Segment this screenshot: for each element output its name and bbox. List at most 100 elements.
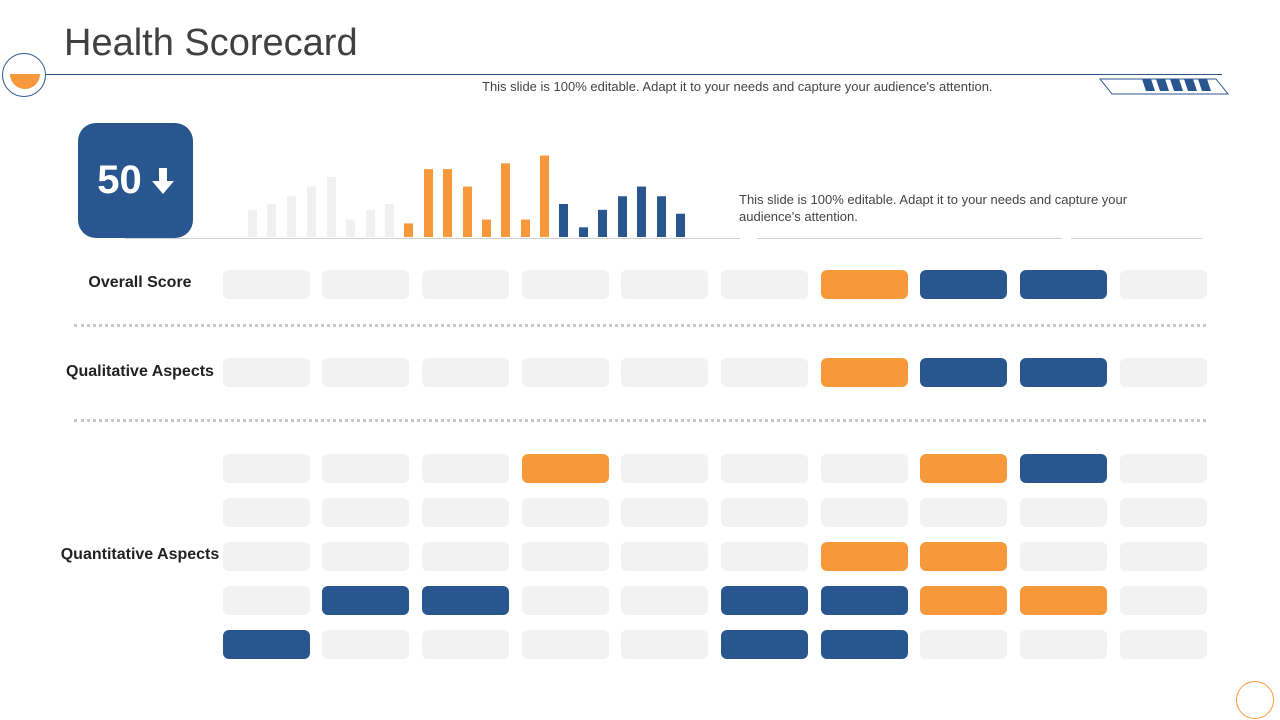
chart-bar	[540, 155, 549, 237]
chart-bar	[676, 213, 685, 237]
baseline	[125, 238, 740, 239]
arrow-down-icon	[151, 167, 174, 194]
chart-bar	[287, 196, 296, 237]
score-cell-light	[1020, 630, 1107, 659]
score-cell-orange	[920, 542, 1007, 571]
score-cell-light	[621, 270, 708, 299]
qualitative-aspects-label: Qualitative Aspects	[66, 363, 214, 380]
score-cell-light	[721, 542, 808, 571]
score-cell-light	[322, 630, 409, 659]
score-cell-blue	[920, 270, 1007, 299]
qualitative-aspects-row	[223, 358, 1208, 387]
score-cell-blue	[422, 586, 509, 615]
score-cell-light	[721, 358, 808, 387]
chart-bar	[521, 219, 530, 237]
score-cell-orange	[821, 542, 908, 571]
quantitative-aspects-row	[223, 454, 1208, 483]
chart-bar	[366, 209, 375, 237]
score-cell-light	[621, 586, 708, 615]
score-cell-blue	[1020, 270, 1107, 299]
score-cell-light	[1120, 542, 1207, 571]
score-cell-light	[821, 498, 908, 527]
score-cell-light	[223, 454, 310, 483]
score-cell-light	[721, 454, 808, 483]
score-cell-light	[621, 630, 708, 659]
chart-bar	[463, 186, 472, 237]
stripes-decoration-icon	[1098, 76, 1230, 96]
score-cell-light	[522, 630, 609, 659]
chart-bar	[559, 204, 568, 237]
score-cell-light	[322, 498, 409, 527]
score-cell-orange	[920, 586, 1007, 615]
score-cell-light	[422, 454, 509, 483]
score-cell-light	[223, 358, 310, 387]
score-cell-light	[522, 270, 609, 299]
quantitative-aspects-row	[223, 542, 1208, 571]
score-cell-light	[1120, 270, 1207, 299]
score-cell-light	[422, 358, 509, 387]
score-cell-light	[223, 542, 310, 571]
score-cell-light	[522, 586, 609, 615]
score-cell-orange	[1020, 586, 1107, 615]
chart-bar	[443, 169, 452, 237]
baseline	[1071, 238, 1202, 239]
chart-bar	[598, 209, 607, 237]
chart-bar	[385, 204, 394, 237]
chart-bar	[482, 219, 491, 237]
score-cell-light	[621, 542, 708, 571]
score-cell-blue	[721, 586, 808, 615]
score-cell-light	[223, 498, 310, 527]
score-cell-light	[1020, 542, 1107, 571]
score-cell-light	[422, 498, 509, 527]
page-title: Health Scorecard	[64, 22, 358, 64]
score-value: 50	[97, 158, 142, 202]
score-cell-blue	[821, 586, 908, 615]
score-cell-light	[422, 270, 509, 299]
chart-bar	[424, 169, 433, 237]
chart-bar	[579, 227, 588, 237]
score-cell-light	[322, 358, 409, 387]
mini-bar-chart	[248, 155, 685, 237]
score-cell-light	[1120, 358, 1207, 387]
score-cell-blue	[721, 630, 808, 659]
score-cell-light	[422, 542, 509, 571]
quantitative-aspects-label: Quantitative Aspects	[60, 546, 220, 563]
chart-bar	[327, 176, 336, 237]
chart-bar	[248, 209, 257, 237]
score-cell-orange	[821, 358, 908, 387]
score-cell-light	[1020, 498, 1107, 527]
score-cell-light	[621, 358, 708, 387]
score-cell-light	[621, 454, 708, 483]
score-cell-light	[522, 542, 609, 571]
score-cell-light	[721, 498, 808, 527]
quantitative-aspects-row	[223, 630, 1208, 659]
overall-score-label: Overall Score	[88, 274, 192, 291]
header-divider	[46, 74, 1222, 75]
score-badge: 50	[78, 123, 193, 238]
score-cell-blue	[1020, 454, 1107, 483]
score-cell-light	[522, 358, 609, 387]
quantitative-aspects-row	[223, 498, 1208, 527]
score-cell-light	[621, 498, 708, 527]
quantitative-aspects-row	[223, 586, 1208, 615]
score-cell-light	[821, 454, 908, 483]
score-cell-light	[223, 270, 310, 299]
score-cell-light	[1120, 630, 1207, 659]
page-subtitle: This slide is 100% editable. Adapt it to…	[482, 79, 993, 94]
score-cell-light	[322, 270, 409, 299]
baseline	[757, 238, 1062, 239]
chart-bar	[346, 219, 355, 237]
score-cell-blue	[821, 630, 908, 659]
score-cell-blue	[322, 586, 409, 615]
score-cell-orange	[821, 270, 908, 299]
chart-bar	[657, 196, 666, 237]
score-cell-blue	[1020, 358, 1107, 387]
score-cell-light	[522, 498, 609, 527]
score-cell-light	[223, 586, 310, 615]
score-cell-orange	[522, 454, 609, 483]
score-cell-blue	[920, 358, 1007, 387]
footer-circle-icon	[1236, 681, 1274, 719]
overall-score-row	[223, 270, 1208, 299]
score-cell-light	[422, 630, 509, 659]
chart-bar	[637, 186, 646, 237]
